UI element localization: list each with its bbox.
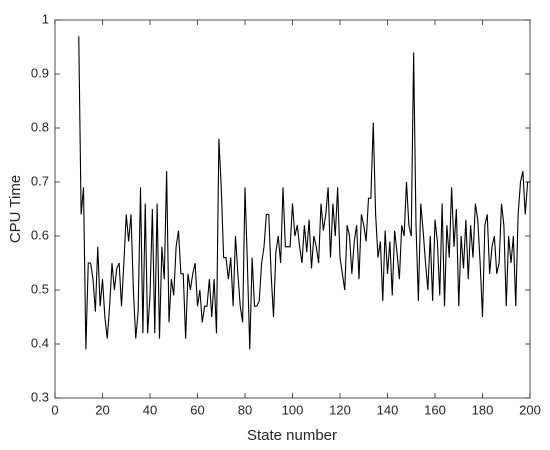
x-tick-label: 20 (95, 402, 109, 417)
x-tick-label: 140 (377, 402, 399, 417)
x-axis-label: State number (247, 427, 337, 444)
x-tick-label: 120 (329, 402, 351, 417)
y-tick-label: 0.6 (31, 227, 49, 242)
x-tick-label: 0 (51, 402, 58, 417)
x-tick-label: 100 (282, 402, 304, 417)
x-tick-label: 40 (143, 402, 157, 417)
y-tick-label: 0.3 (31, 389, 49, 404)
y-tick-label: 0.8 (31, 119, 49, 134)
x-tick-label: 180 (472, 402, 494, 417)
x-tick-label: 200 (519, 402, 541, 417)
y-axis-label: CPU Time (7, 175, 24, 243)
y-tick-label: 0.7 (31, 173, 49, 188)
y-tick-label: 0.4 (31, 335, 49, 350)
y-tick-label: 0.9 (31, 65, 49, 80)
y-tick-label: 1 (42, 11, 49, 26)
x-tick-label: 80 (238, 402, 252, 417)
x-tick-label: 160 (424, 402, 446, 417)
x-tick-label: 60 (190, 402, 204, 417)
line (78, 36, 530, 350)
y-tick-label: 0.5 (31, 281, 49, 296)
